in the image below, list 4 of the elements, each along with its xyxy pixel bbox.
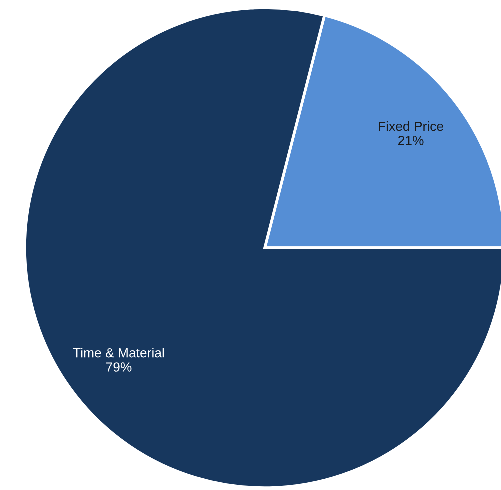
slice-label: Time & Material xyxy=(73,348,164,358)
data-label: 21% xyxy=(398,136,424,146)
data-label: 79% xyxy=(106,362,132,372)
slice-label: Fixed Price xyxy=(379,121,444,132)
